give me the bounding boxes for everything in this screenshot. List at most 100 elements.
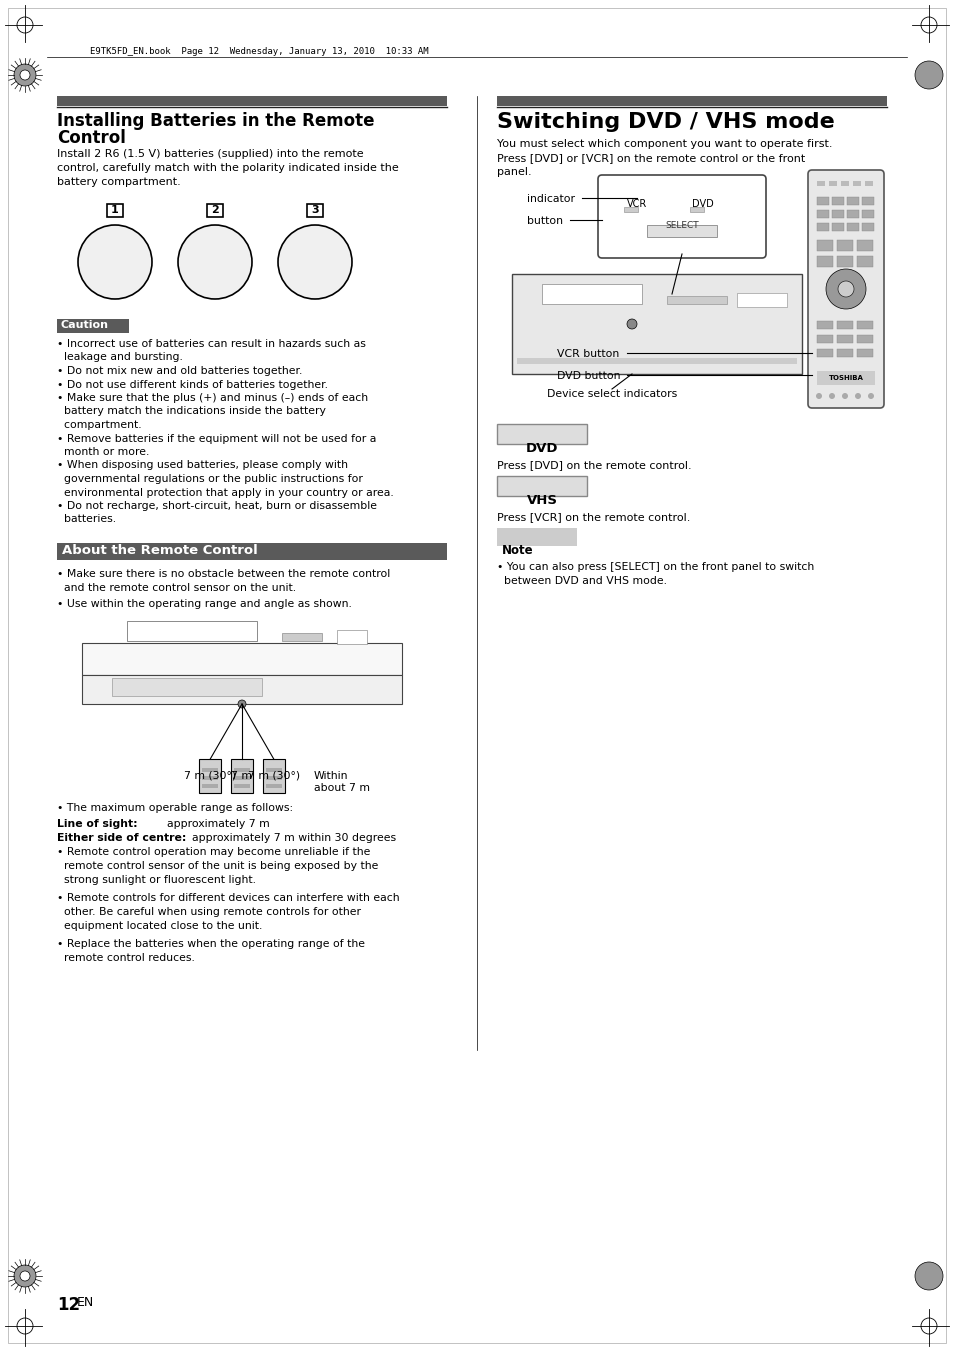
Circle shape	[815, 393, 821, 399]
Circle shape	[626, 319, 637, 330]
Text: 1: 1	[111, 205, 119, 215]
Bar	[856, 255, 872, 267]
Text: governmental regulations or the public instructions for: governmental regulations or the public i…	[57, 474, 362, 484]
Bar	[202, 775, 218, 780]
Bar	[737, 293, 786, 307]
Text: Press [VCR] on the remote control.: Press [VCR] on the remote control.	[497, 512, 690, 521]
Bar	[816, 240, 832, 251]
Bar	[864, 181, 872, 186]
Bar	[307, 204, 323, 218]
Bar	[816, 372, 874, 385]
Bar	[623, 207, 638, 212]
Circle shape	[914, 1262, 942, 1290]
Bar	[202, 767, 218, 771]
Bar	[816, 197, 828, 205]
Bar	[836, 335, 852, 343]
Bar	[512, 274, 801, 374]
Text: VCR button: VCR button	[557, 349, 618, 359]
Text: Either side of centre:: Either side of centre:	[57, 834, 186, 843]
Bar	[282, 632, 322, 640]
Text: leakage and bursting.: leakage and bursting.	[57, 353, 183, 362]
Text: • Use within the operating range and angle as shown.: • Use within the operating range and ang…	[57, 598, 352, 609]
Bar	[831, 209, 843, 218]
Text: month or more.: month or more.	[57, 447, 150, 457]
Text: compartment.: compartment.	[57, 420, 141, 430]
Bar	[836, 322, 852, 330]
Bar	[541, 284, 641, 304]
Text: • When disposing used batteries, please comply with: • When disposing used batteries, please …	[57, 461, 348, 470]
Text: Switching DVD / VHS mode: Switching DVD / VHS mode	[497, 112, 834, 132]
Bar	[828, 181, 836, 186]
Text: EN: EN	[77, 1296, 94, 1309]
Text: Install 2 R6 (1.5 V) batteries (supplied) into the remote
control, carefully mat: Install 2 R6 (1.5 V) batteries (supplied…	[57, 149, 398, 186]
Text: 7 m (30°): 7 m (30°)	[248, 771, 299, 781]
Bar	[816, 181, 824, 186]
Circle shape	[178, 226, 252, 299]
Bar	[831, 197, 843, 205]
Bar	[841, 181, 848, 186]
Bar	[846, 197, 858, 205]
FancyBboxPatch shape	[807, 170, 883, 408]
Circle shape	[867, 393, 873, 399]
Bar	[57, 543, 447, 561]
Text: 2: 2	[211, 205, 218, 215]
Text: button: button	[526, 216, 562, 226]
Bar	[856, 335, 872, 343]
Bar	[107, 204, 123, 218]
Bar	[127, 621, 256, 640]
Text: • Do not mix new and old batteries together.: • Do not mix new and old batteries toget…	[57, 366, 302, 376]
Bar	[862, 197, 873, 205]
Text: • Remote control operation may become unreliable if the
  remote control sensor : • Remote control operation may become un…	[57, 847, 378, 885]
Text: Caution: Caution	[61, 320, 109, 330]
Text: DVD button: DVD button	[557, 372, 619, 381]
Bar	[816, 209, 828, 218]
Text: • You can also press [SELECT] on the front panel to switch
  between DVD and VHS: • You can also press [SELECT] on the fro…	[497, 562, 814, 586]
Text: approximately 7 m within 30 degrees: approximately 7 m within 30 degrees	[192, 834, 395, 843]
Bar	[199, 759, 221, 793]
Text: • Remove batteries if the equipment will not be used for a: • Remove batteries if the equipment will…	[57, 434, 376, 443]
Bar	[497, 96, 886, 105]
Bar	[689, 207, 703, 212]
Bar	[856, 349, 872, 357]
Circle shape	[828, 393, 834, 399]
Bar	[517, 358, 796, 363]
Bar	[266, 775, 281, 780]
Circle shape	[825, 269, 865, 309]
Text: 12: 12	[57, 1296, 80, 1315]
Bar	[816, 223, 828, 231]
Bar	[497, 424, 586, 444]
Text: battery match the indications inside the battery: battery match the indications inside the…	[57, 407, 326, 416]
Circle shape	[237, 700, 246, 708]
Text: Within
about 7 m: Within about 7 m	[314, 771, 370, 793]
Bar	[112, 678, 262, 696]
Bar	[266, 767, 281, 771]
Bar	[836, 255, 852, 267]
Bar	[856, 240, 872, 251]
Text: • Make sure that the plus (+) and minus (–) ends of each: • Make sure that the plus (+) and minus …	[57, 393, 368, 403]
Text: • Do not recharge, short-circuit, heat, burn or disassemble: • Do not recharge, short-circuit, heat, …	[57, 501, 376, 511]
Text: 3: 3	[311, 205, 318, 215]
Bar	[233, 784, 250, 788]
Bar	[57, 96, 447, 105]
Circle shape	[854, 393, 861, 399]
Bar	[202, 784, 218, 788]
Bar	[646, 226, 717, 236]
Circle shape	[841, 393, 847, 399]
Bar	[831, 223, 843, 231]
Circle shape	[78, 226, 152, 299]
Bar	[233, 775, 250, 780]
Text: indicator: indicator	[526, 195, 575, 204]
Bar	[846, 209, 858, 218]
Text: batteries.: batteries.	[57, 515, 116, 524]
Bar	[666, 296, 726, 304]
Text: TOSHIBA: TOSHIBA	[828, 376, 862, 381]
Text: You must select which component you want to operate first.
Press [DVD] or [VCR] : You must select which component you want…	[497, 139, 832, 177]
Text: • Remote controls for different devices can interfere with each
  other. Be care: • Remote controls for different devices …	[57, 893, 399, 931]
Text: Note: Note	[501, 544, 533, 557]
Bar	[231, 759, 253, 793]
Text: VHS: VHS	[526, 494, 557, 507]
Text: • Make sure there is no obstacle between the remote control
  and the remote con: • Make sure there is no obstacle between…	[57, 569, 390, 593]
Text: Press [DVD] on the remote control.: Press [DVD] on the remote control.	[497, 459, 691, 470]
Bar	[816, 349, 832, 357]
Bar	[862, 223, 873, 231]
